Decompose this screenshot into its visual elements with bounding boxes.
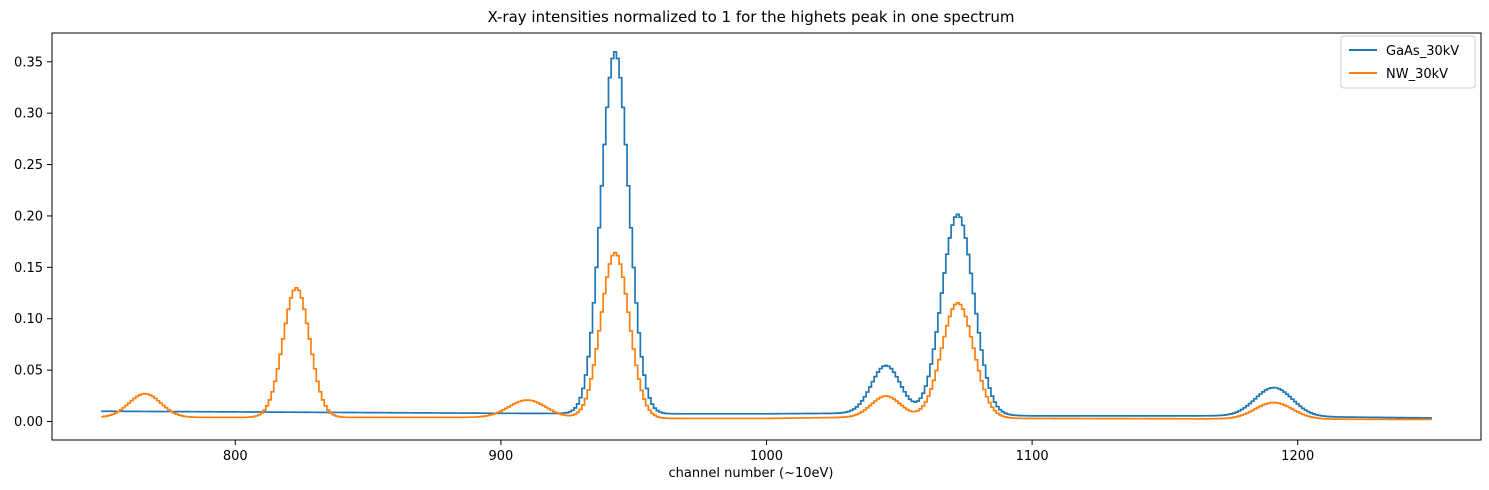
y-tick-label: 0.35 <box>14 55 43 70</box>
chart-title: X-ray intensities normalized to 1 for th… <box>487 8 1014 26</box>
y-axis-ticks: 0.00 0.05 0.10 0.15 0.20 0.25 0.30 0.35 <box>14 55 52 430</box>
y-tick-label: 0.30 <box>14 107 43 122</box>
x-axis-label: channel number (~10eV) <box>669 466 834 481</box>
x-tick-label: 1100 <box>1016 449 1049 464</box>
y-tick-label: 0.15 <box>14 261 43 276</box>
y-tick-label: 0.20 <box>14 209 43 224</box>
y-tick-label: 0.10 <box>14 312 43 327</box>
x-tick-label: 800 <box>223 449 248 464</box>
legend-label-nw-30kv: NW_30kV <box>1386 67 1448 82</box>
x-axis-ticks: 800 900 1000 1100 1200 <box>223 440 1314 464</box>
series-line-nw-30kv <box>101 251 1432 421</box>
y-tick-label: 0.25 <box>14 158 43 173</box>
x-tick-label: 1000 <box>750 449 783 464</box>
x-tick-label: 900 <box>488 449 513 464</box>
x-tick-label: 1200 <box>1281 449 1314 464</box>
legend-label-gaas-30kv: GaAs_30kV <box>1386 44 1459 59</box>
y-tick-label: 0.05 <box>14 364 43 379</box>
series-line-gaas-30kv <box>101 51 1432 419</box>
plot-frame <box>51 32 1482 441</box>
legend: GaAs_30kV NW_30kV <box>1340 35 1476 89</box>
series-layer <box>101 51 1432 421</box>
y-tick-label: 0.00 <box>14 415 43 430</box>
